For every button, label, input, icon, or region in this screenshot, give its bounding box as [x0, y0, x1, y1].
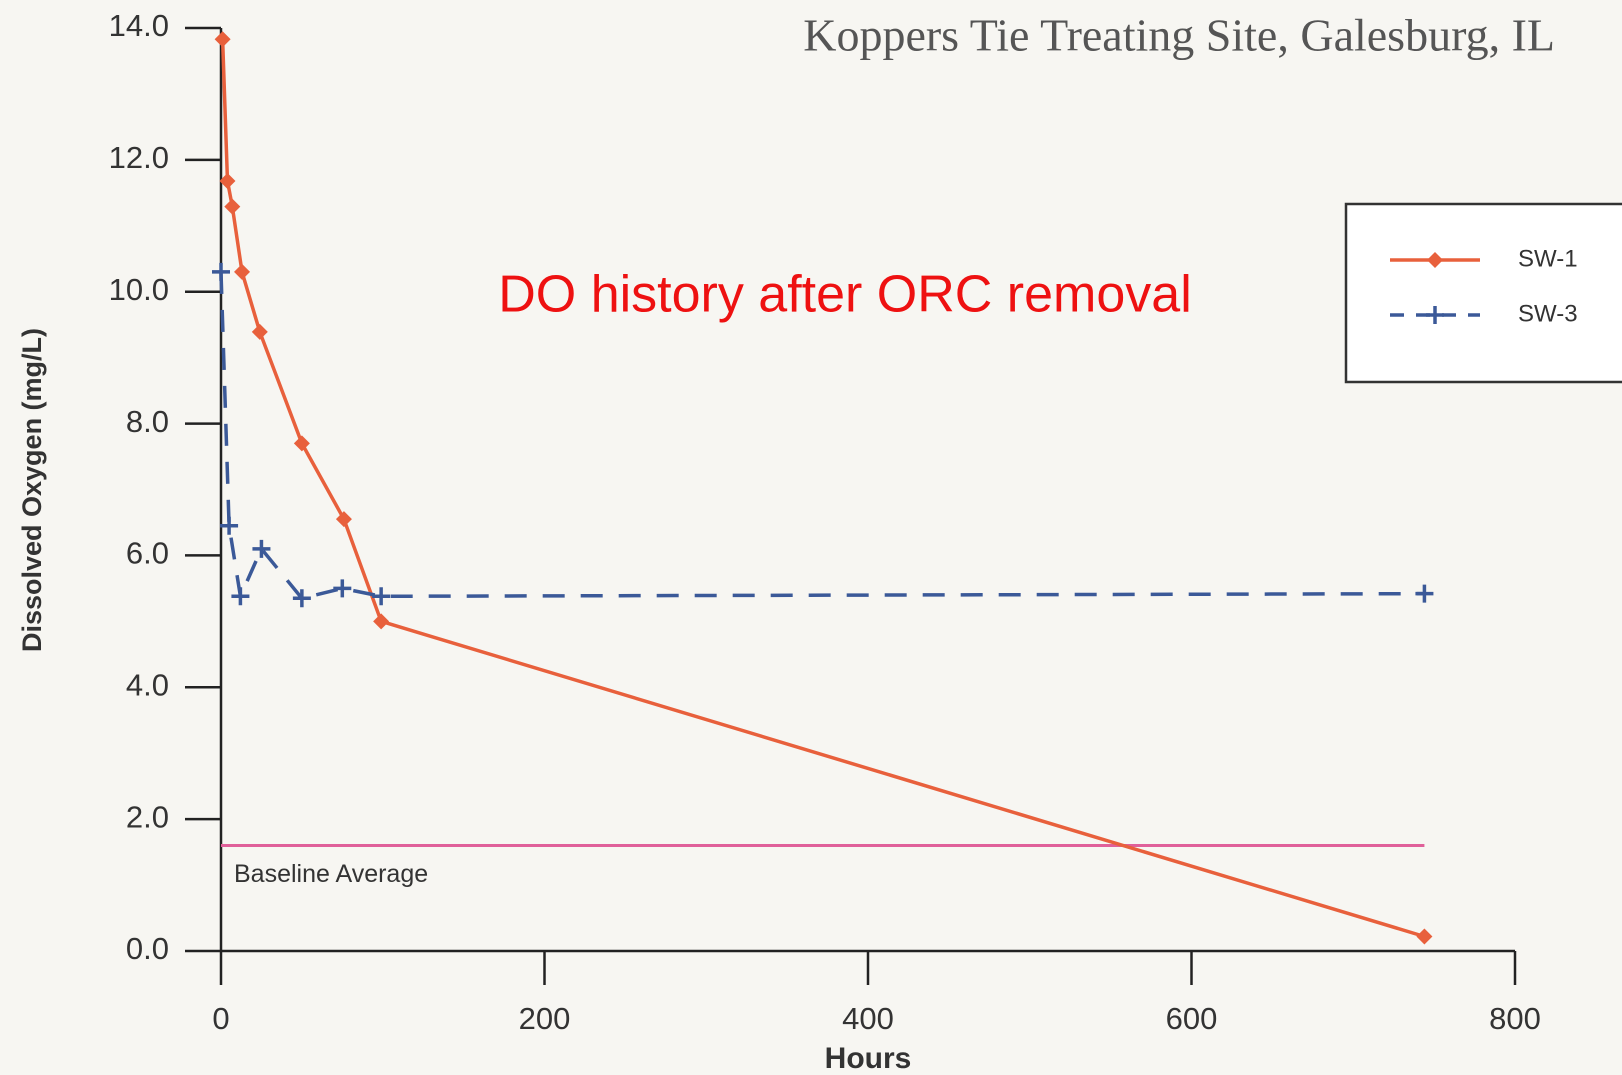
x-tick-label: 0: [212, 1001, 229, 1036]
point: [252, 539, 271, 558]
point: [293, 435, 310, 452]
point: [224, 198, 241, 215]
point: [234, 263, 251, 280]
point: [333, 579, 352, 598]
chart-title: Koppers Tie Treating Site, Galesburg, IL: [803, 10, 1555, 61]
point: [335, 511, 352, 528]
point: [231, 587, 250, 606]
legend-label: SW-3: [1518, 300, 1578, 327]
point: [212, 262, 230, 281]
y-tick-label: 6.0: [126, 536, 169, 571]
x-tick-label: 400: [842, 1001, 894, 1036]
x-tick-label: 200: [519, 1001, 571, 1036]
point: [373, 613, 390, 630]
point: [219, 172, 236, 189]
legend-box: [1344, 202, 1622, 384]
point: [220, 516, 239, 535]
y-tick-label: 0.0: [126, 931, 169, 966]
baseline-label: Baseline Average: [234, 860, 428, 888]
y-tick-label: 14.0: [109, 8, 169, 43]
point: [214, 31, 231, 48]
y-tick-label: 12.0: [109, 140, 169, 175]
y-tick-label: 10.0: [109, 272, 169, 307]
point: [292, 589, 311, 608]
point: [251, 323, 268, 340]
annotation: DO history after ORC removal: [498, 266, 1192, 324]
x-tick-label: 600: [1166, 1001, 1218, 1036]
point: [1415, 584, 1434, 603]
y-tick-label: 4.0: [126, 667, 169, 702]
legend-label: SW-1: [1518, 245, 1578, 272]
point: [372, 587, 391, 606]
point: [1416, 928, 1433, 945]
y-tick-label: 8.0: [126, 404, 169, 439]
y-axis-label: Dissolved Oxygen (mg/L): [17, 328, 47, 652]
y-tick-label: 2.0: [126, 799, 169, 834]
legend-marker: [1426, 306, 1444, 324]
x-tick-label: 800: [1489, 1001, 1541, 1036]
series-line: [220, 39, 1425, 939]
x-axis-label: Hours: [825, 1042, 912, 1075]
legend-marker: [1427, 252, 1443, 268]
